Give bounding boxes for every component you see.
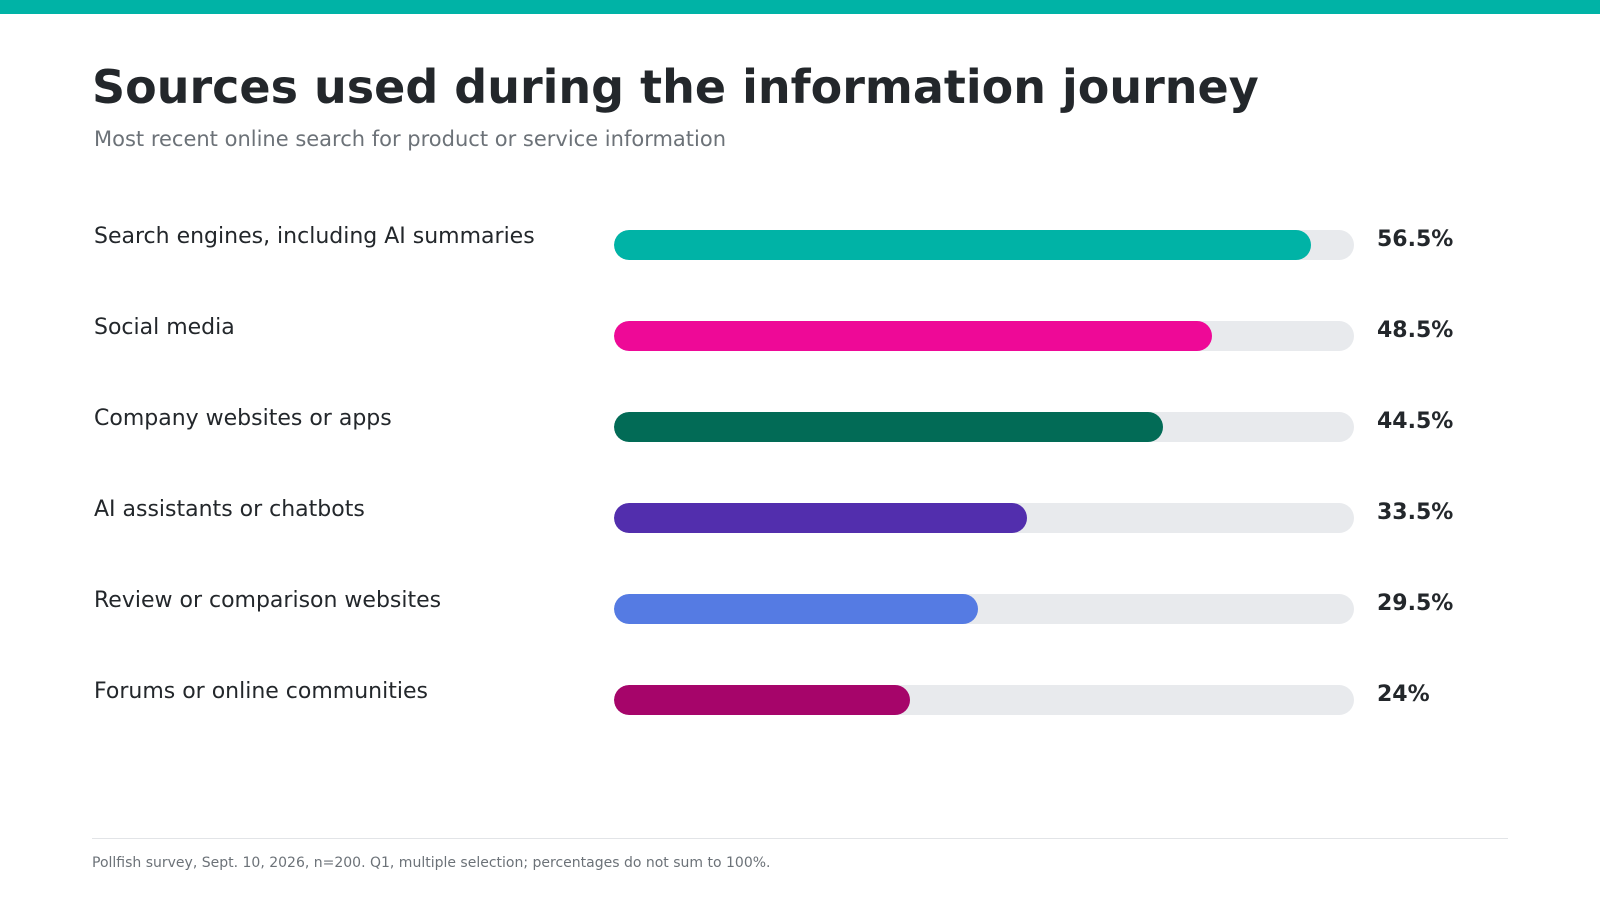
value-label: 44.5% [1377, 409, 1454, 434]
bar [614, 503, 1028, 533]
footnote-divider [92, 838, 1508, 839]
chart-subtitle: Most recent online search for product or… [94, 127, 727, 151]
bar [614, 685, 910, 715]
category-label: Forums or online communities [94, 679, 428, 704]
value-label: 48.5% [1377, 318, 1454, 343]
category-label: Review or comparison websites [94, 588, 442, 613]
chart-footnote: Pollfish survey, Sept. 10, 2026, n=200. … [92, 855, 771, 871]
chart-title: Sources used during the information jour… [92, 60, 1259, 114]
bar [614, 594, 978, 624]
bar [614, 321, 1213, 351]
bar-track [614, 321, 1354, 351]
bar-track [614, 503, 1354, 533]
category-label: Company websites or apps [94, 406, 392, 431]
value-label: 56.5% [1377, 227, 1454, 252]
bar [614, 230, 1311, 260]
bar-track [614, 230, 1354, 260]
bar-track [614, 685, 1354, 715]
category-label: AI assistants or chatbots [94, 497, 365, 522]
value-label: 24% [1377, 682, 1430, 707]
bar-track [614, 412, 1354, 442]
value-label: 29.5% [1377, 591, 1454, 616]
bar [614, 412, 1163, 442]
value-label: 33.5% [1377, 500, 1454, 525]
category-label: Search engines, including AI summaries [94, 224, 535, 249]
category-label: Social media [94, 315, 235, 340]
top-accent-stripe [0, 0, 1600, 14]
bar-track [614, 594, 1354, 624]
